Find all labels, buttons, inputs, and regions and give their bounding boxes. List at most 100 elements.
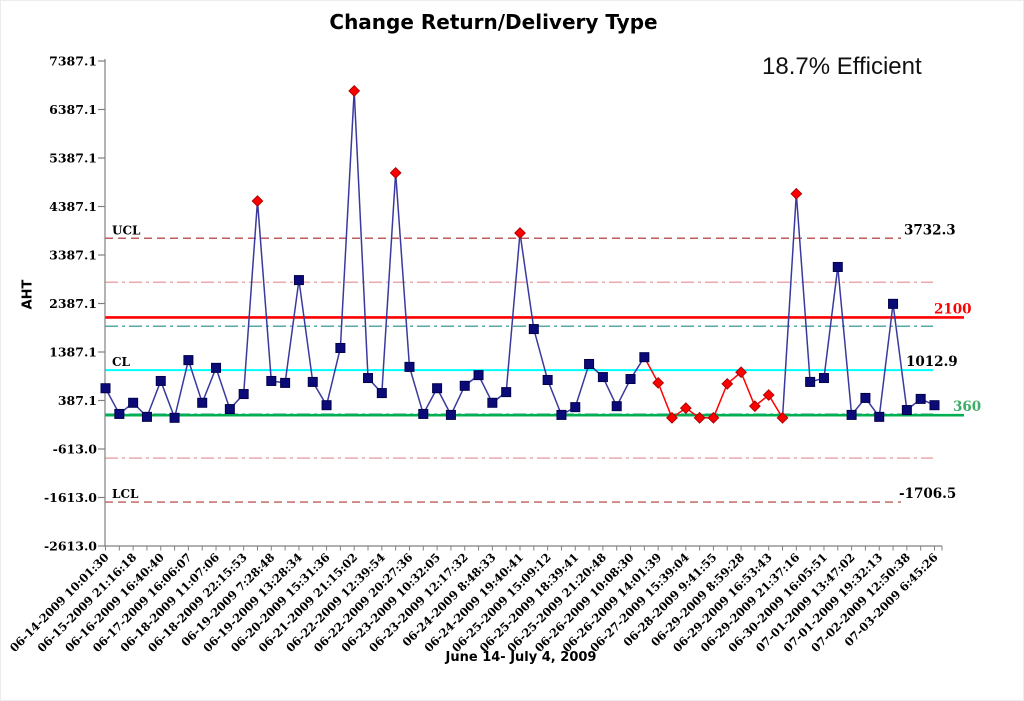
- data-point-red-diamond: [748, 400, 761, 413]
- data-point-square: [293, 275, 304, 286]
- series-segment: [795, 193, 811, 382]
- series-segment: [823, 266, 839, 379]
- y-axis-title: AHT: [20, 279, 36, 310]
- series-segment: [505, 232, 521, 393]
- series-segment: [519, 232, 535, 330]
- series-segment: [408, 366, 425, 415]
- data-point-square: [404, 361, 415, 372]
- reference-value-label-cl: 1012.9: [906, 354, 958, 370]
- data-point-square: [459, 380, 470, 391]
- series-segment: [242, 200, 259, 395]
- data-point-square: [625, 374, 636, 385]
- data-point-square: [376, 388, 387, 399]
- reference-label-lcl: LCL: [112, 487, 139, 501]
- series-segment-red: [768, 394, 784, 419]
- series-segment: [381, 172, 397, 394]
- data-point-red-diamond: [776, 411, 789, 424]
- series-segment: [187, 359, 203, 404]
- reference-label-ucl: UCL: [112, 223, 141, 237]
- data-point-square: [183, 355, 194, 366]
- data-point-red-diamond: [348, 85, 361, 97]
- y-tick-label: 7387.1: [49, 54, 97, 69]
- reference-value-label-ucl: 3732.3: [904, 222, 956, 238]
- series-segment: [284, 279, 300, 383]
- data-point-square: [432, 383, 443, 394]
- data-point-red-diamond: [762, 389, 775, 401]
- data-point-square: [860, 392, 871, 403]
- data-point-red-diamond: [251, 195, 264, 207]
- y-tick-label: 4387.1: [49, 199, 97, 214]
- data-point-square: [169, 412, 180, 423]
- data-point-square: [155, 375, 166, 386]
- data-point-red-diamond: [514, 227, 526, 239]
- series-segment: [781, 193, 798, 418]
- data-point-square: [639, 352, 650, 363]
- data-point-square: [888, 298, 899, 309]
- data-point-square: [597, 372, 608, 383]
- data-point-red-diamond: [790, 187, 803, 200]
- y-tick-label: 6387.1: [49, 102, 97, 117]
- data-point-square: [832, 261, 843, 272]
- series-segment: [892, 303, 908, 411]
- data-point-red-diamond: [679, 402, 692, 415]
- data-point-square: [874, 411, 885, 422]
- y-tick-label: 3387.1: [49, 247, 97, 262]
- data-point-red-diamond: [666, 411, 678, 424]
- data-point-red-diamond: [707, 411, 720, 424]
- series-segment-red: [712, 383, 728, 419]
- data-point-red-diamond: [693, 411, 706, 424]
- data-point-square: [321, 400, 332, 411]
- y-tick-label: 2387.1: [49, 296, 97, 311]
- reference-label-cl: CL: [112, 355, 131, 369]
- data-point-red-diamond: [735, 366, 747, 379]
- reference-value-label-target-360: 360: [953, 399, 981, 415]
- reference-value-label-lcl: -1706.5: [899, 486, 956, 502]
- y-tick-label: 1387.1: [49, 344, 97, 359]
- y-tick-label: 387.1: [58, 393, 97, 408]
- data-point-red-diamond: [721, 377, 734, 390]
- chart-title: Change Return/Delivery Type: [329, 10, 658, 34]
- series-segment: [146, 380, 162, 418]
- data-point-square: [238, 389, 249, 400]
- series-segment: [173, 359, 190, 418]
- y-tick-label: -613.0: [53, 442, 98, 457]
- data-point-square: [280, 377, 291, 388]
- data-point-square: [542, 374, 553, 385]
- data-point-square: [528, 324, 539, 335]
- data-point-square: [901, 405, 912, 416]
- y-tick-label: -1613.0: [44, 490, 97, 505]
- data-point-square: [929, 400, 940, 411]
- series-segment: [339, 90, 355, 349]
- series-segment: [878, 303, 894, 417]
- series-segment: [394, 172, 411, 367]
- data-point-square: [307, 376, 318, 387]
- data-point-square: [418, 408, 429, 419]
- x-axis-caption: June 14- July 4, 2009: [445, 650, 597, 665]
- data-point-red-diamond: [389, 166, 402, 179]
- data-point-square: [266, 375, 277, 386]
- data-point-square: [128, 397, 139, 408]
- data-point-square: [100, 383, 111, 394]
- reference-value-label-target-2100: 2100: [934, 301, 972, 317]
- data-point-square: [363, 373, 374, 384]
- series-segment: [546, 379, 563, 416]
- data-point-square: [805, 376, 816, 387]
- series-segment: [533, 328, 549, 381]
- series-segment: [353, 90, 369, 379]
- data-point-square: [335, 342, 346, 353]
- series-segment: [298, 279, 314, 383]
- data-point-square: [211, 362, 222, 373]
- data-point-square: [501, 387, 512, 398]
- efficiency-annotation: 18.7% Efficient: [762, 53, 922, 80]
- data-point-square: [197, 397, 208, 408]
- data-point-red-diamond: [652, 376, 665, 389]
- data-point-square: [224, 404, 235, 415]
- data-point-square: [570, 402, 581, 413]
- series-segment-red: [657, 382, 673, 419]
- series-segment-red: [740, 371, 756, 407]
- data-point-square: [611, 401, 622, 412]
- data-point-square: [915, 393, 926, 404]
- data-point-square: [556, 409, 567, 420]
- data-point-square: [445, 409, 456, 420]
